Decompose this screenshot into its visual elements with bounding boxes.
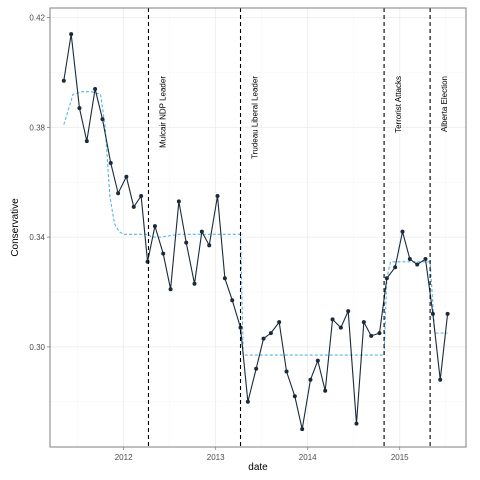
observed-point: [61, 78, 66, 83]
x-tick-label: 2013: [207, 453, 225, 462]
observed-point: [139, 193, 144, 198]
x-axis-title: date: [248, 462, 268, 473]
observed-point: [93, 86, 98, 91]
event-label: Mulcair NDP Leader: [158, 76, 167, 148]
observed-point: [393, 265, 398, 270]
observed-point: [423, 257, 428, 262]
observed-point: [168, 287, 173, 292]
major-grid: [50, 8, 466, 447]
observed-point: [361, 320, 366, 325]
observed-point: [308, 377, 313, 382]
observed-point: [261, 336, 266, 341]
observed-point: [199, 229, 204, 234]
event-label: Alberta Election: [440, 76, 449, 132]
observed-point: [369, 333, 374, 338]
observed-point: [176, 199, 181, 204]
observed-point: [152, 224, 157, 229]
y-tick-label: 0.34: [29, 233, 45, 242]
observed-point: [284, 369, 289, 374]
observed-point: [445, 311, 450, 316]
observed-point: [161, 251, 166, 256]
x-tick-label: 2014: [299, 453, 317, 462]
observed-point: [315, 358, 320, 363]
y-axis-title: Conservative: [10, 198, 21, 257]
plot-border: [49, 7, 467, 448]
observed-point: [69, 32, 74, 37]
observed-point: [215, 193, 220, 198]
observed-point: [323, 388, 328, 393]
plot-background: [50, 8, 466, 447]
observed-point: [131, 204, 136, 209]
observed-point: [245, 399, 250, 404]
observed-point: [384, 276, 389, 281]
observed-point: [124, 174, 129, 179]
observed-point: [84, 139, 89, 144]
observed-point: [407, 257, 412, 262]
event-label: Trudeau Liberal Leader: [251, 76, 260, 159]
observed-point: [77, 106, 82, 111]
observed-point: [184, 240, 189, 245]
observed-point: [192, 281, 197, 286]
observed-point: [254, 366, 259, 371]
observed-point: [100, 117, 105, 122]
observed-point: [238, 325, 243, 330]
observed-point: [277, 320, 282, 325]
smoothed-series-line: [63, 91, 448, 356]
observed-point: [207, 243, 212, 248]
observed-point: [430, 311, 435, 316]
x-axis: 2012 2013 2014 2015: [115, 447, 409, 462]
minor-grid: [50, 8, 466, 447]
observed-point: [222, 276, 227, 281]
y-tick-label: 0.42: [29, 14, 45, 23]
x-tick-label: 2015: [391, 453, 409, 462]
observed-point: [292, 394, 297, 399]
observed-point: [108, 161, 113, 166]
observed-point: [330, 317, 335, 322]
y-tick-label: 0.30: [29, 343, 45, 352]
observed-point: [338, 325, 343, 330]
y-axis: 0.30 0.34 0.38 0.42: [29, 14, 50, 352]
x-tick-label: 2012: [115, 453, 133, 462]
y-tick-label: 0.38: [29, 123, 45, 132]
observed-point: [354, 421, 359, 426]
observed-point: [300, 427, 305, 432]
series-layer: [61, 32, 450, 432]
observed-point: [438, 377, 443, 382]
observed-point: [415, 262, 420, 267]
observed-point: [230, 298, 235, 303]
event-markers: Mulcair NDP Leader Trudeau Liberal Leader…: [147, 8, 449, 447]
observed-point: [116, 191, 121, 196]
observed-point: [346, 309, 351, 314]
event-label: Terrorist Attacks: [394, 76, 403, 133]
observed-point: [400, 229, 405, 234]
observed-point: [377, 331, 382, 336]
observed-point: [268, 331, 273, 336]
